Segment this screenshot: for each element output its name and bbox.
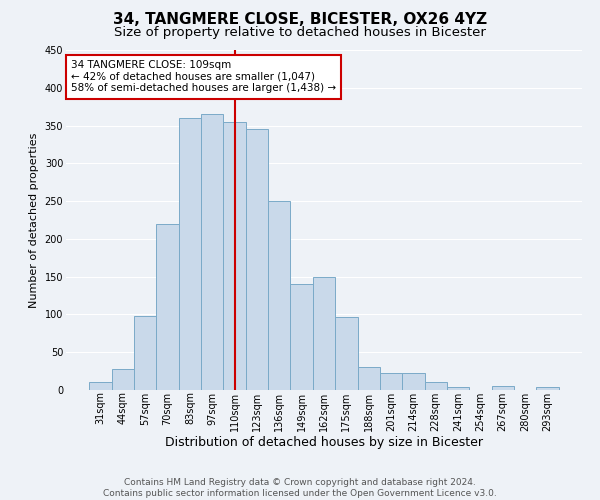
Bar bbox=[536, 387, 559, 390]
Bar bbox=[335, 318, 358, 390]
Bar bbox=[134, 316, 157, 390]
Bar bbox=[246, 130, 268, 390]
Bar bbox=[380, 374, 402, 390]
Bar bbox=[179, 118, 201, 390]
Bar bbox=[89, 382, 112, 390]
Bar bbox=[268, 201, 290, 390]
Bar bbox=[447, 387, 469, 390]
Bar bbox=[313, 276, 335, 390]
Bar bbox=[223, 122, 246, 390]
Bar bbox=[358, 368, 380, 390]
Bar bbox=[157, 224, 179, 390]
X-axis label: Distribution of detached houses by size in Bicester: Distribution of detached houses by size … bbox=[165, 436, 483, 450]
Bar bbox=[491, 386, 514, 390]
Bar bbox=[290, 284, 313, 390]
Bar bbox=[402, 372, 425, 390]
Bar bbox=[425, 382, 447, 390]
Bar bbox=[112, 369, 134, 390]
Bar bbox=[201, 114, 223, 390]
Text: 34 TANGMERE CLOSE: 109sqm
← 42% of detached houses are smaller (1,047)
58% of se: 34 TANGMERE CLOSE: 109sqm ← 42% of detac… bbox=[71, 60, 336, 94]
Text: Contains HM Land Registry data © Crown copyright and database right 2024.
Contai: Contains HM Land Registry data © Crown c… bbox=[103, 478, 497, 498]
Text: 34, TANGMERE CLOSE, BICESTER, OX26 4YZ: 34, TANGMERE CLOSE, BICESTER, OX26 4YZ bbox=[113, 12, 487, 28]
Text: Size of property relative to detached houses in Bicester: Size of property relative to detached ho… bbox=[114, 26, 486, 39]
Y-axis label: Number of detached properties: Number of detached properties bbox=[29, 132, 39, 308]
